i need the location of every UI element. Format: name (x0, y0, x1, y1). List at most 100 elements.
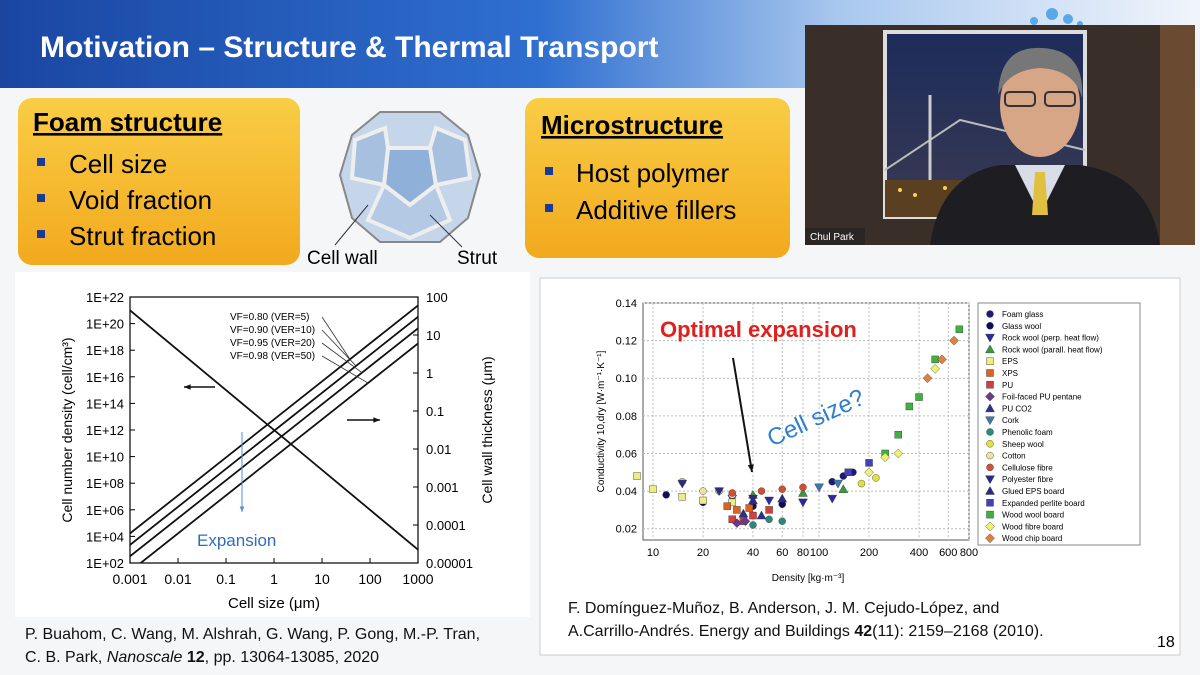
x-tick-label: 800 (960, 547, 978, 559)
point (714, 487, 724, 497)
point (798, 488, 808, 497)
micro-bullets (545, 167, 553, 212)
legend-marker (985, 391, 995, 402)
legend-label: EPS (1002, 357, 1018, 366)
point (728, 515, 736, 524)
legend-box (977, 302, 1141, 546)
citation-text: A.Carrillo-Andrés. Energy and Buildings (568, 623, 850, 640)
video-tile (805, 25, 1195, 245)
point (778, 485, 786, 493)
point (937, 354, 947, 365)
plot-frame (642, 302, 970, 541)
citation-text: C. B. Park, (25, 649, 103, 666)
point (633, 472, 641, 480)
y-tick-label: 1E+02 (86, 556, 124, 571)
arrow-head (373, 417, 380, 423)
legend-label: Expanded perlite board (1002, 499, 1085, 508)
citation-line: A.Carrillo-Andrés. Energy and Buildings … (568, 620, 1044, 643)
legend-label: Polyester fibre (1002, 475, 1054, 484)
y-tick-label: 0.12 (616, 336, 637, 348)
micro-box (525, 98, 790, 258)
y2-tick-label: 10 (426, 328, 440, 343)
legend-marker (986, 357, 994, 365)
x-tick-label: 10 (647, 547, 659, 559)
point (728, 498, 736, 507)
legend-marker (986, 510, 994, 519)
y-tick-label: 0.04 (616, 486, 637, 498)
y-tick-label: 1E+04 (86, 529, 124, 544)
legend-marker (985, 533, 995, 543)
x-tick-label: 10 (314, 571, 330, 587)
citation-line: C. B. Park, Nanoscale 12, pp. 13064-1308… (25, 646, 480, 669)
y-tick-label: 0.06 (616, 448, 637, 460)
point (893, 448, 904, 459)
point (765, 506, 773, 514)
legend-label: PU (1002, 381, 1013, 390)
y-tick-label: 1E+18 (86, 343, 124, 358)
point (799, 483, 807, 492)
point (699, 496, 707, 505)
arrow-head (239, 506, 245, 512)
diagram-label: Cell wall (307, 248, 378, 269)
citation-text: (11): 2159–2168 (2010). (872, 623, 1044, 640)
plot-lines (130, 304, 418, 563)
point (678, 493, 686, 501)
citation-line: P. Buahom, C. Wang, M. Alshrah, G. Wang,… (25, 626, 481, 643)
x-tick-label: 600 (939, 547, 957, 559)
y2-tick-label: 0.01 (426, 442, 451, 457)
point (662, 491, 670, 499)
citation-volume: 42 (854, 623, 873, 640)
legend-label: Wood fibre board (1002, 522, 1063, 531)
data-line (139, 342, 418, 563)
legend-marker (986, 440, 994, 448)
legend-label: Wood wool board (1002, 511, 1064, 520)
legend-label: Glued EPS board (1002, 487, 1064, 496)
point (745, 504, 753, 512)
point (798, 498, 808, 508)
point (905, 402, 914, 411)
point (748, 495, 758, 505)
y-axis-label: Cell number density (cell/cm³) (59, 337, 75, 522)
x-tick-label: 1000 (402, 571, 433, 587)
slide-title: Motivation – Structure & Thermal Transpo… (40, 31, 658, 64)
data-line (130, 316, 418, 546)
point (757, 487, 766, 495)
bullet: Host polymer (576, 158, 729, 188)
point (955, 325, 964, 334)
legend-label: PU CO2 (1002, 404, 1032, 413)
y-axis-label: Conductivity 10,dry [W·m⁻¹·K⁻¹] (596, 350, 607, 492)
page-number: 18 (1157, 634, 1175, 651)
leader-line (321, 355, 369, 384)
y-tick-label: 1E+12 (86, 423, 124, 438)
legend-marker (986, 451, 994, 460)
leader-line (321, 342, 363, 373)
y-tick-label: 0.10 (616, 373, 637, 385)
x-tick-label: 100 (358, 571, 382, 587)
legend-marker (986, 369, 994, 377)
point (864, 467, 874, 478)
y2-tick-label: 0.00001 (426, 556, 473, 571)
legend-marker (986, 381, 994, 389)
bullet: Additive fillers (576, 195, 736, 225)
point (922, 373, 933, 384)
point (649, 485, 657, 493)
legend-label: Phenolic foam (1002, 428, 1053, 437)
legend-label: Cellulose fibre (1002, 463, 1053, 472)
y2-tick-label: 1 (426, 366, 433, 381)
x-axis-label: Cell size (μm) (228, 595, 320, 612)
foam-heading: Foam structure (33, 107, 222, 137)
x-tick-label: 60 (776, 547, 788, 559)
line-label: VF=0.90 (VER=10) (230, 325, 315, 336)
participant-name: Chul Park (810, 232, 855, 243)
foam-box (18, 98, 300, 265)
point (749, 521, 757, 529)
legend-marker (985, 416, 995, 426)
y-tick-label: 1E+08 (86, 476, 124, 491)
legend-marker (985, 475, 995, 485)
arrow-head (184, 384, 191, 390)
x-tick-label: 20 (697, 547, 709, 559)
bullet: Cell size (69, 149, 167, 179)
legend-label: Glass wool (1002, 322, 1041, 331)
leader-line (321, 316, 351, 360)
